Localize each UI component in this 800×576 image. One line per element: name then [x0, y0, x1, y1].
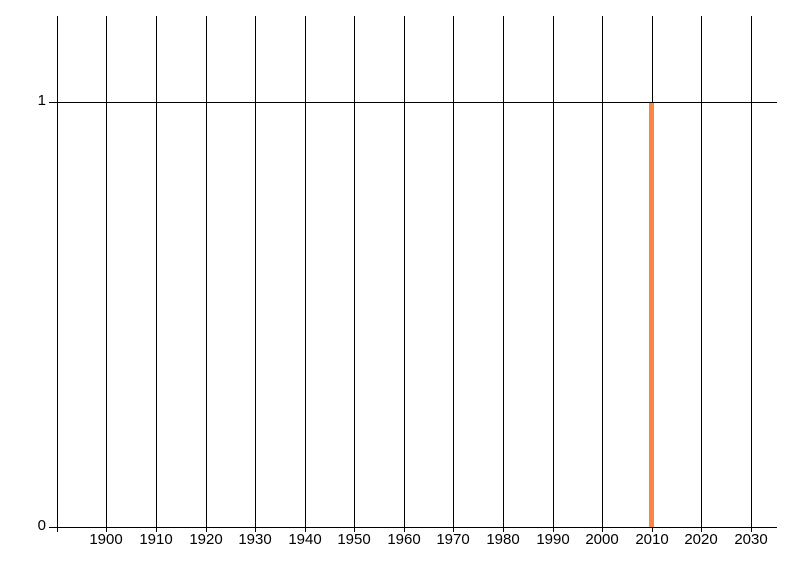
y-gridline-1 — [49, 102, 777, 103]
x-tick-label-1980: 1980 — [486, 531, 520, 548]
x-tick-label-1940: 1940 — [288, 531, 322, 548]
x-gridline-1910 — [156, 16, 157, 532]
x-tick-label-1920: 1920 — [189, 531, 223, 548]
x-tick-label-2020: 2020 — [684, 531, 718, 548]
x-gridline-1920 — [206, 16, 207, 532]
x-tick-label-1990: 1990 — [536, 531, 570, 548]
y-tick-label-1: 1 — [37, 92, 46, 109]
x-tick-label-2010: 2010 — [635, 531, 669, 548]
x-tick-label-2000: 2000 — [585, 531, 619, 548]
x-gridline-2000 — [602, 16, 603, 532]
x-gridline-2020 — [701, 16, 702, 532]
x-gridline-1970 — [453, 16, 454, 532]
x-tick-label-2030: 2030 — [734, 531, 768, 548]
x-gridline-1960 — [404, 16, 405, 532]
x-gridline-1990 — [553, 16, 554, 532]
x-tick-label-1910: 1910 — [139, 531, 173, 548]
x-tick-label-1950: 1950 — [337, 531, 371, 548]
x-gridline-1930 — [255, 16, 256, 532]
x-axis-line — [49, 527, 777, 528]
x-gridline-1890 — [57, 16, 58, 532]
y-tick-label-0: 0 — [37, 517, 46, 534]
bar-2010[interactable] — [649, 103, 654, 527]
x-gridline-1900 — [106, 16, 107, 532]
x-gridline-1980 — [503, 16, 504, 532]
x-tick-label-1930: 1930 — [238, 531, 272, 548]
x-gridline-1940 — [305, 16, 306, 532]
x-tick-label-1970: 1970 — [436, 531, 470, 548]
x-tick-label-1900: 1900 — [89, 531, 123, 548]
x-gridline-1950 — [354, 16, 355, 532]
x-gridline-2030 — [751, 16, 752, 532]
x-tick-label-1960: 1960 — [387, 531, 421, 548]
